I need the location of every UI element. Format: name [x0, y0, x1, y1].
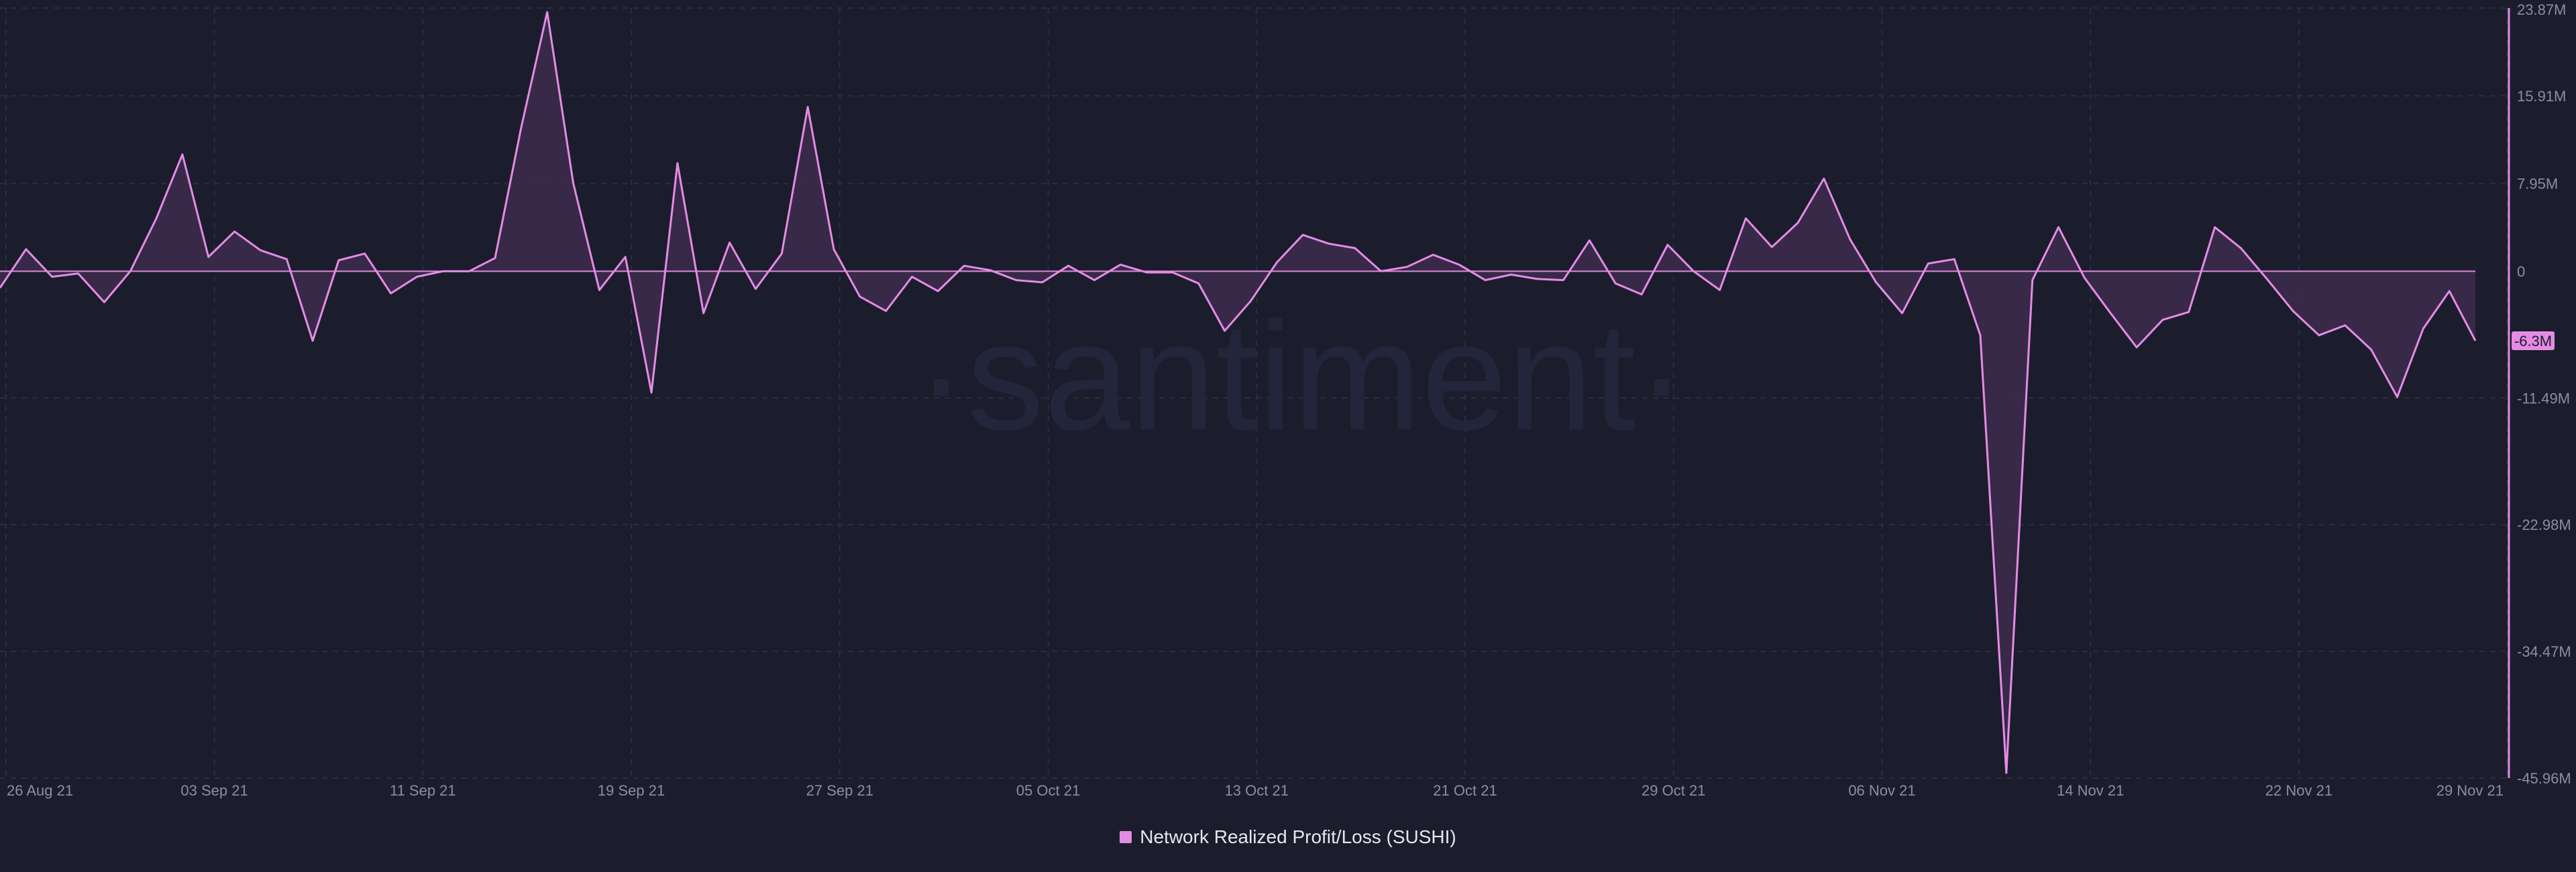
- y-tick-label: 23.87M: [2517, 1, 2566, 18]
- legend-label: Network Realized Profit/Loss (SUSHI): [1140, 826, 1456, 847]
- x-tick-label: 22 Nov 21: [2265, 782, 2332, 799]
- watermark: ·santiment·: [916, 290, 1687, 462]
- legend[interactable]: Network Realized Profit/Loss (SUSHI): [0, 826, 2576, 848]
- y-tick-label: -11.49M: [2517, 390, 2570, 406]
- x-tick-label: 19 Sep 21: [598, 782, 665, 799]
- legend-swatch: [1120, 831, 1132, 843]
- x-tick-label: 27 Sep 21: [806, 782, 873, 799]
- x-tick-label: 06 Nov 21: [1848, 782, 1915, 799]
- y-tick-label: -45.96M: [2517, 770, 2571, 787]
- x-tick-label: 13 Oct 21: [1225, 782, 1289, 799]
- y-tick-label: 7.95M: [2517, 176, 2558, 193]
- y-tick-label: 0: [2517, 263, 2525, 280]
- x-axis: 26 Aug 21 03 Sep 21 11 Sep 21 19 Sep 21 27 S…: [7, 782, 2504, 799]
- y-tick-label: -22.98M: [2517, 516, 2571, 533]
- area-layer: [0, 11, 2477, 774]
- y-tick-label: 15.91M: [2517, 88, 2566, 105]
- x-tick-label: 14 Nov 21: [2057, 782, 2124, 799]
- x-tick-label: 26 Aug 21: [7, 782, 73, 799]
- y-tick-label: -34.47M: [2517, 643, 2571, 660]
- x-tick-label: 21 Oct 21: [1433, 782, 1497, 799]
- y-axis: 23.87M 15.91M 7.95M 0 -11.49M -22.98M -34.47M -…: [2508, 1, 2571, 787]
- x-tick-label: 29 Oct 21: [1642, 782, 1705, 799]
- x-tick-label: 11 Sep 21: [390, 782, 456, 799]
- x-tick-label: 05 Oct 21: [1016, 782, 1080, 799]
- series-line[interactable]: [0, 11, 2477, 774]
- x-tick-label: 03 Sep 21: [180, 782, 248, 799]
- current-value-badge: [2512, 331, 2555, 350]
- current-value-badge-layer: -6.3M: [2512, 331, 2555, 350]
- current-value-label: -6.3M: [2514, 333, 2552, 349]
- x-tick-label: 29 Nov 21: [2436, 782, 2504, 799]
